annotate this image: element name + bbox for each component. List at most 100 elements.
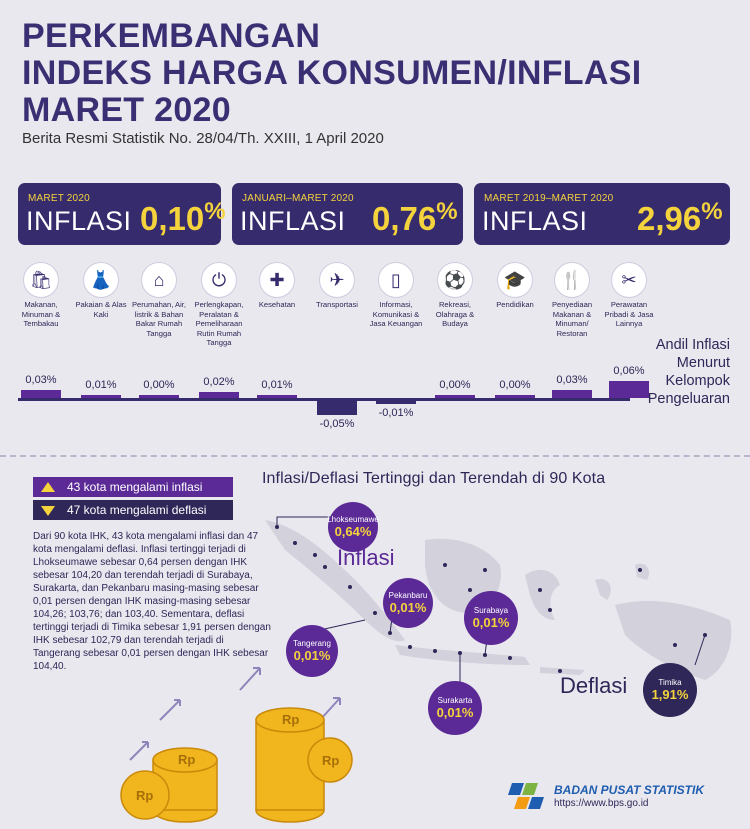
andil-bar-label: -0,01%: [378, 407, 414, 419]
city-bubble-timika: Timika 1,91%: [643, 663, 697, 717]
airplane-icon: ✈: [319, 262, 355, 298]
andil-bar-label: 0,01%: [85, 379, 117, 391]
card-word: INFLASI: [240, 206, 346, 236]
expenditure-group: ⏻ Perlengkapan, Peralatan & Pemeliharaan …: [188, 262, 250, 348]
city-value: 0,64%: [334, 524, 372, 539]
andil-bar: [376, 401, 416, 404]
expenditure-group: ▯ Informasi, Komunikasi & Jasa Keuangan: [365, 262, 427, 329]
andil-title-line: Pengeluaran: [647, 391, 730, 407]
card-word: INFLASI: [482, 206, 588, 236]
city-bubble-surabaya: Surabaya 0,01%: [464, 591, 518, 645]
house-icon: ⌂: [141, 262, 177, 298]
svg-text:Rp: Rp: [136, 788, 153, 803]
andil-bar: [552, 389, 592, 398]
food-drink-icon: 🍴: [554, 262, 590, 298]
city-name: Lhokseumawe: [327, 515, 379, 524]
soccer-icon: ⚽: [437, 262, 473, 298]
andil-bar: [81, 395, 121, 398]
card-value: 0,76%: [372, 198, 458, 238]
plug-icon: ⏻: [201, 262, 237, 298]
city-name: Surabaya: [473, 606, 509, 615]
svg-text:Rp: Rp: [178, 752, 195, 767]
dress-icon: 👗: [83, 262, 119, 298]
bps-footer: BADAN PUSAT STATISTIK https://www.bps.go…: [508, 779, 738, 815]
card-value-number: 2,96: [637, 200, 702, 237]
scissors-comb-icon: ✂: [611, 262, 647, 298]
andil-bar: [317, 401, 357, 415]
card-value-unit: %: [701, 198, 723, 225]
card-period: JANUARI–MARET 2020: [242, 193, 354, 204]
page-title: PERKEMBANGAN INDEKS HARGA KONSUMEN/INFLA…: [22, 18, 742, 129]
coins-illustration: Rp Rp Rp Rp: [120, 667, 353, 823]
title-line-2: INDEKS HARGA KONSUMEN/INFLASI: [22, 54, 642, 92]
andil-bar: [199, 392, 239, 398]
svg-text:Rp: Rp: [322, 753, 339, 768]
title-line-1: PERKEMBANGAN: [22, 17, 321, 55]
card-value-unit: %: [436, 198, 458, 225]
expenditure-group-label: Transportasi: [316, 300, 358, 309]
section-divider: [0, 455, 750, 457]
expenditure-group: ⚽ Rekreasi, Olahraga & Budaya: [424, 262, 486, 329]
andil-bar: [139, 395, 179, 398]
medical-kit-icon: ✚: [259, 262, 295, 298]
andil-bar: [609, 381, 649, 398]
card-period: MARET 2019–MARET 2020: [484, 193, 614, 204]
inflation-card-monthly: MARET 2020 INFLASI 0,10%: [18, 183, 226, 245]
andil-bar-label: 0,01%: [261, 379, 293, 391]
expenditure-groups: 🛍 Makanan, Minuman & Tembakau 👗 Pakaian & A…: [0, 262, 750, 362]
andil-bar-label: 0,00%: [143, 379, 175, 391]
andil-bar-label: 0,00%: [439, 379, 471, 391]
andil-title: Andil Inflasi Menurut Kelompok Pengeluar…: [648, 336, 730, 408]
andil-title-line: Kelompok: [665, 373, 730, 389]
expenditure-group: 🛍 Makanan, Minuman & Tembakau: [10, 262, 72, 329]
andil-bar-label: 0,03%: [25, 373, 57, 386]
andil-bar: [257, 395, 297, 398]
city-name: Tangerang: [293, 639, 331, 648]
city-value: 0,01%: [293, 648, 331, 663]
andil-bar: [21, 389, 61, 398]
expenditure-group-label: Kesehatan: [258, 300, 296, 309]
city-bubble-pekanbaru: Pekanbaru 0,01%: [383, 578, 433, 628]
card-word: INFLASI: [26, 206, 132, 236]
card-value-number: 0,76: [372, 200, 437, 237]
andil-title-line: Andil Inflasi: [655, 337, 730, 353]
graduation-cap-icon: 🎓: [497, 262, 533, 298]
expenditure-group-label: Informasi, Komunikasi & Jasa Keuangan: [369, 300, 423, 328]
summary-paragraph: Dari 90 kota IHK, 43 kota mengalami infl…: [33, 531, 271, 672]
card-period: MARET 2020: [28, 193, 90, 204]
andil-title-line: Menurut: [676, 355, 730, 371]
andil-bar: [495, 395, 535, 398]
card-value-number: 0,10: [140, 200, 205, 237]
city-value: 0,01%: [436, 705, 474, 720]
expenditure-group: 👗 Pakaian & Alas Kaki: [70, 262, 132, 319]
city-name: Pekanbaru: [388, 591, 428, 600]
city-name: Timika: [658, 678, 682, 687]
expenditure-group: ✚ Kesehatan: [246, 262, 308, 310]
phone-icon: ▯: [378, 262, 414, 298]
legend-deflation-label: 47 kota mengalami deflasi: [67, 503, 207, 517]
expenditure-group-label: Makanan, Minuman & Tembakau: [21, 300, 61, 328]
inflation-card-yoy: MARET 2019–MARET 2020 INFLASI 2,96%: [474, 183, 730, 245]
expenditure-group-label: Pakaian & Alas Kaki: [75, 300, 127, 319]
card-value: 2,96%: [637, 198, 723, 238]
city-bubble-lhokseumawe: Lhokseumawe 0,64%: [327, 502, 379, 552]
city-value: 0,01%: [472, 615, 510, 630]
expenditure-group-label: Perlengkapan, Peralatan & Pemeliharaan R…: [194, 300, 244, 347]
expenditure-group-label: Rekreasi, Olahraga & Budaya: [435, 300, 475, 328]
expenditure-group: ⌂ Perumahan, Air, listrik & Bahan Bakar R…: [128, 262, 190, 338]
expenditure-group-label: Penyediaan Makanan & Minuman/ Restoran: [551, 300, 593, 338]
andil-bar-chart: 0,03% 0,01% 0,00% 0,02% 0,01% -0,05% -0,01% 0,0…: [0, 360, 750, 450]
map-title: Inflasi/Deflasi Tertinggi dan Terendah d…: [262, 470, 606, 487]
expenditure-group-label: Perumahan, Air, listrik & Bahan Bakar Ru…: [131, 300, 187, 338]
city-bubble-tangerang: Tangerang 0,01%: [286, 625, 338, 677]
bps-logo-icon: [508, 783, 544, 809]
city-value: 0,01%: [389, 600, 427, 615]
expenditure-group: ✈ Transportasi: [306, 262, 368, 310]
inflation-card-ytd: JANUARI–MARET 2020 INFLASI 0,76%: [232, 183, 463, 245]
expenditure-group-label: Pendidikan: [496, 300, 534, 309]
city-bubble-surakarta: Surakarta 0,01%: [428, 681, 482, 735]
map-label-deflasi: Deflasi: [560, 673, 628, 698]
bps-url-link[interactable]: https://www.bps.go.id: [554, 798, 649, 809]
andil-bar-label: 0,00%: [499, 379, 531, 391]
andil-bar-label: 0,03%: [556, 373, 588, 386]
